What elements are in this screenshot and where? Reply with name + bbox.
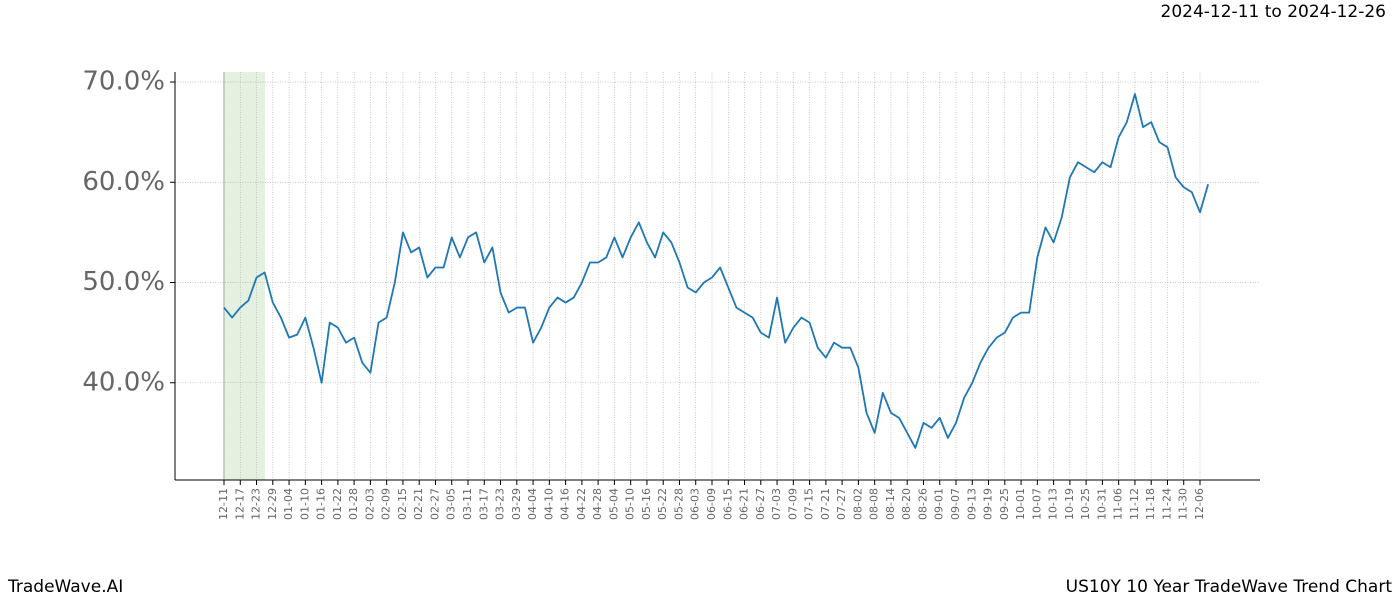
y-tick-label: 60.0% xyxy=(82,167,165,197)
x-tick-label: 03-05 xyxy=(445,488,458,520)
date-range: 2024-12-11 to 2024-12-26 xyxy=(1161,2,1386,22)
x-tick-label: 10-01 xyxy=(1014,488,1027,520)
x-tick-label: 02-27 xyxy=(428,488,441,520)
x-tick-label: 04-10 xyxy=(542,488,555,520)
x-tick-label: 05-22 xyxy=(656,488,669,520)
x-tick-label: 02-03 xyxy=(363,488,376,520)
x-tick-label: 05-28 xyxy=(672,488,685,520)
x-tick-label: 08-08 xyxy=(868,488,881,520)
x-tick-label: 10-25 xyxy=(1079,488,1092,520)
x-tick-label: 08-02 xyxy=(851,488,864,520)
x-tick-label: 09-25 xyxy=(998,488,1011,520)
x-tick-label: 12-17 xyxy=(233,488,246,520)
x-tick-label: 09-01 xyxy=(933,488,946,520)
x-tick-label: 07-27 xyxy=(835,488,848,520)
x-tick-label: 07-03 xyxy=(770,488,783,520)
x-tick-label: 10-07 xyxy=(1030,488,1043,520)
x-tick-label: 12-23 xyxy=(250,488,263,520)
line-series xyxy=(223,93,1209,449)
x-tick-label: 03-17 xyxy=(477,488,490,520)
x-tick-label: 09-13 xyxy=(965,488,978,520)
x-tick-label: 02-21 xyxy=(412,488,425,520)
x-tick-label: 05-10 xyxy=(624,488,637,520)
x-tick-label: 09-19 xyxy=(982,488,995,520)
x-tick-label: 06-15 xyxy=(721,488,734,520)
x-tick-label: 01-10 xyxy=(298,488,311,520)
x-tick-label: 11-12 xyxy=(1128,488,1141,520)
y-tick-label: 70.0% xyxy=(82,67,165,97)
x-tick-label: 06-09 xyxy=(705,488,718,520)
y-tick-label: 40.0% xyxy=(82,367,165,397)
x-tick-label: 04-28 xyxy=(591,488,604,520)
x-tick-label: 01-22 xyxy=(331,488,344,520)
x-tick-label: 01-16 xyxy=(315,488,328,520)
x-tick-label: 11-24 xyxy=(1160,488,1173,520)
x-tick-label: 02-09 xyxy=(380,488,393,520)
x-tick-label: 08-20 xyxy=(900,488,913,520)
x-tick-label: 03-11 xyxy=(461,488,474,520)
x-tick-label: 03-23 xyxy=(494,488,507,520)
x-tick-label: 11-18 xyxy=(1144,488,1157,520)
x-tick-label: 11-30 xyxy=(1177,488,1190,520)
x-tick-label: 06-27 xyxy=(754,488,767,520)
x-tick-label: 12-11 xyxy=(217,488,230,520)
x-tick-label: 07-09 xyxy=(786,488,799,520)
x-tick-label: 01-28 xyxy=(347,488,360,520)
x-tick-label: 12-06 xyxy=(1193,488,1206,520)
x-tick-label: 07-21 xyxy=(819,488,832,520)
x-tick-label: 06-03 xyxy=(689,488,702,520)
x-tick-label: 09-07 xyxy=(949,488,962,520)
y-tick-label: 50.0% xyxy=(82,267,165,297)
x-tick-label: 08-14 xyxy=(884,488,897,520)
x-tick-label: 03-29 xyxy=(510,488,523,520)
x-tick-label: 05-04 xyxy=(607,488,620,520)
x-tick-label: 05-16 xyxy=(640,488,653,520)
x-tick-label: 07-15 xyxy=(803,488,816,520)
x-tick-label: 08-26 xyxy=(916,488,929,520)
brand: TradeWave.AI xyxy=(7,577,123,597)
x-tick-label: 06-21 xyxy=(738,488,751,520)
x-tick-label: 01-04 xyxy=(282,488,295,520)
x-tick-label: 04-22 xyxy=(575,488,588,520)
chart-name: US10Y 10 Year TradeWave Trend Chart xyxy=(1066,577,1393,597)
x-tick-label: 12-29 xyxy=(266,488,279,520)
x-tick-label: 10-13 xyxy=(1047,488,1060,520)
x-tick-label: 10-31 xyxy=(1095,488,1108,520)
x-tick-label: 11-06 xyxy=(1112,488,1125,520)
x-tick-label: 04-16 xyxy=(559,488,572,520)
x-tick-label: 04-04 xyxy=(526,488,539,520)
x-tick-label: 02-15 xyxy=(396,488,409,520)
x-tick-label: 10-19 xyxy=(1063,488,1076,520)
